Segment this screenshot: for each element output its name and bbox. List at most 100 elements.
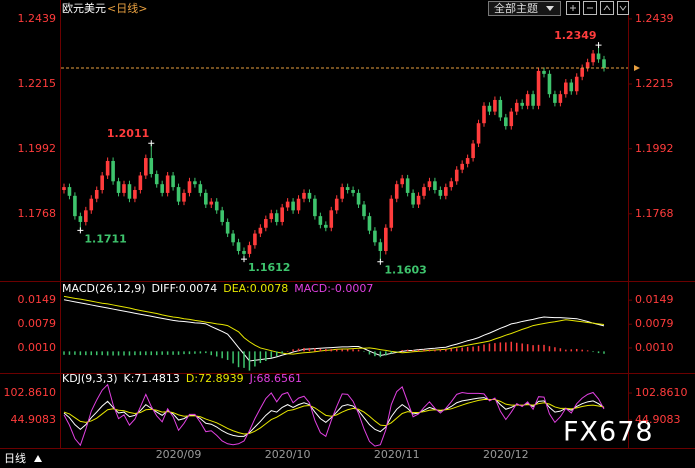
histogram-bar [166, 351, 169, 355]
candle-body [127, 184, 132, 199]
histogram-bar [515, 342, 518, 352]
candle-body [422, 187, 426, 196]
indicator-line [63, 299, 605, 362]
candle-body [525, 94, 530, 106]
histogram-bar [390, 351, 393, 354]
candle-body [149, 158, 154, 175]
candle-body [160, 184, 164, 193]
histogram-bar [521, 343, 523, 352]
toolbar-icons[interactable] [566, 1, 629, 15]
histogram-bar [472, 346, 474, 352]
candle-body [384, 227, 388, 251]
candle-body [509, 111, 514, 127]
instrument-title: 欧元美元 [62, 2, 106, 15]
x-tick-label: 2020/09 [156, 448, 202, 461]
histogram-bar [488, 343, 491, 352]
candle-body [460, 163, 464, 170]
histogram-bar [477, 345, 480, 352]
histogram-bar [592, 351, 594, 353]
dropdown-arrow[interactable] [546, 6, 554, 11]
histogram-bar [395, 351, 398, 352]
period-button[interactable]: 日线 [4, 451, 42, 465]
candle-body [302, 192, 306, 199]
candle-body [405, 178, 410, 193]
candle-body [296, 198, 301, 211]
icon-down[interactable] [619, 5, 627, 11]
period-button-label[interactable]: 日线 [4, 451, 26, 465]
candle-body [520, 102, 524, 106]
extreme-label: 1.2011 [107, 127, 149, 140]
candle-body [193, 181, 197, 185]
histogram-bar [341, 349, 343, 352]
histogram-bar [428, 349, 431, 352]
histogram-bar [128, 351, 131, 356]
candle-body [116, 181, 121, 193]
histogram-bar [357, 349, 360, 352]
candle-body [471, 143, 475, 159]
icon-button[interactable] [600, 1, 614, 15]
indicator-line [63, 398, 605, 435]
histogram-bar [434, 349, 436, 352]
candle-body [231, 233, 235, 243]
histogram-bar [570, 349, 573, 352]
histogram-bar [68, 351, 71, 355]
candle-body [476, 123, 481, 144]
icon-up[interactable] [603, 5, 611, 11]
histogram-bar [112, 351, 114, 356]
icon-button[interactable] [583, 1, 597, 15]
histogram-bar [161, 351, 163, 355]
y-tick-label: 44.9083 [635, 413, 681, 426]
histogram-bar [265, 351, 267, 361]
histogram-bar [450, 348, 453, 352]
extreme-label: 1.1612 [248, 261, 290, 274]
y-tick-label: 102.8610 [4, 386, 57, 399]
candle-body [253, 233, 257, 246]
candle-body [564, 82, 568, 95]
histogram-bar [581, 349, 583, 352]
candle-body [334, 198, 339, 211]
candle-body [89, 198, 94, 211]
candle-body [345, 187, 350, 191]
icon-plus[interactable] [570, 5, 576, 11]
candle-body [340, 187, 344, 199]
candle-body [602, 59, 606, 69]
histogram-bar [145, 351, 147, 356]
histogram-bar [586, 350, 589, 352]
candle-body [165, 175, 170, 193]
histogram-bar [363, 351, 365, 352]
candle-body [307, 192, 312, 199]
button-frame[interactable] [488, 1, 561, 16]
icon-button[interactable] [566, 1, 580, 15]
histogram-bar [319, 348, 322, 352]
icon-button[interactable] [617, 1, 629, 15]
extreme-label: 1.1603 [384, 264, 426, 277]
histogram-bar [63, 351, 65, 355]
candle-body [176, 187, 181, 202]
histogram-bar [194, 351, 196, 354]
period-button-arrow[interactable] [34, 455, 42, 462]
candle-body [78, 216, 83, 222]
extreme-marker [377, 258, 384, 265]
candle-body [482, 105, 486, 124]
histogram-bar [275, 351, 278, 357]
histogram-bar [412, 349, 414, 352]
candle-body [553, 94, 557, 103]
candle-body [269, 213, 274, 220]
extreme-label: 1.2349 [554, 29, 596, 42]
candle-body [73, 195, 77, 217]
candle-body [187, 181, 192, 193]
candle-body [209, 201, 214, 205]
histogram-bar [603, 351, 605, 354]
candle-body [264, 219, 268, 228]
candle-body [291, 201, 295, 211]
histogram-bar [226, 351, 229, 360]
histogram-bar [483, 344, 485, 352]
histogram-bar [183, 351, 185, 355]
y-tick-label: 1.1992 [635, 142, 674, 155]
histogram-bar [123, 351, 125, 356]
candle-body [394, 184, 399, 199]
histogram-bar [254, 351, 256, 367]
theme-button[interactable]: 全部主题 [488, 1, 561, 16]
candle-body [111, 160, 115, 182]
button-label[interactable]: 全部主题 [494, 1, 538, 15]
